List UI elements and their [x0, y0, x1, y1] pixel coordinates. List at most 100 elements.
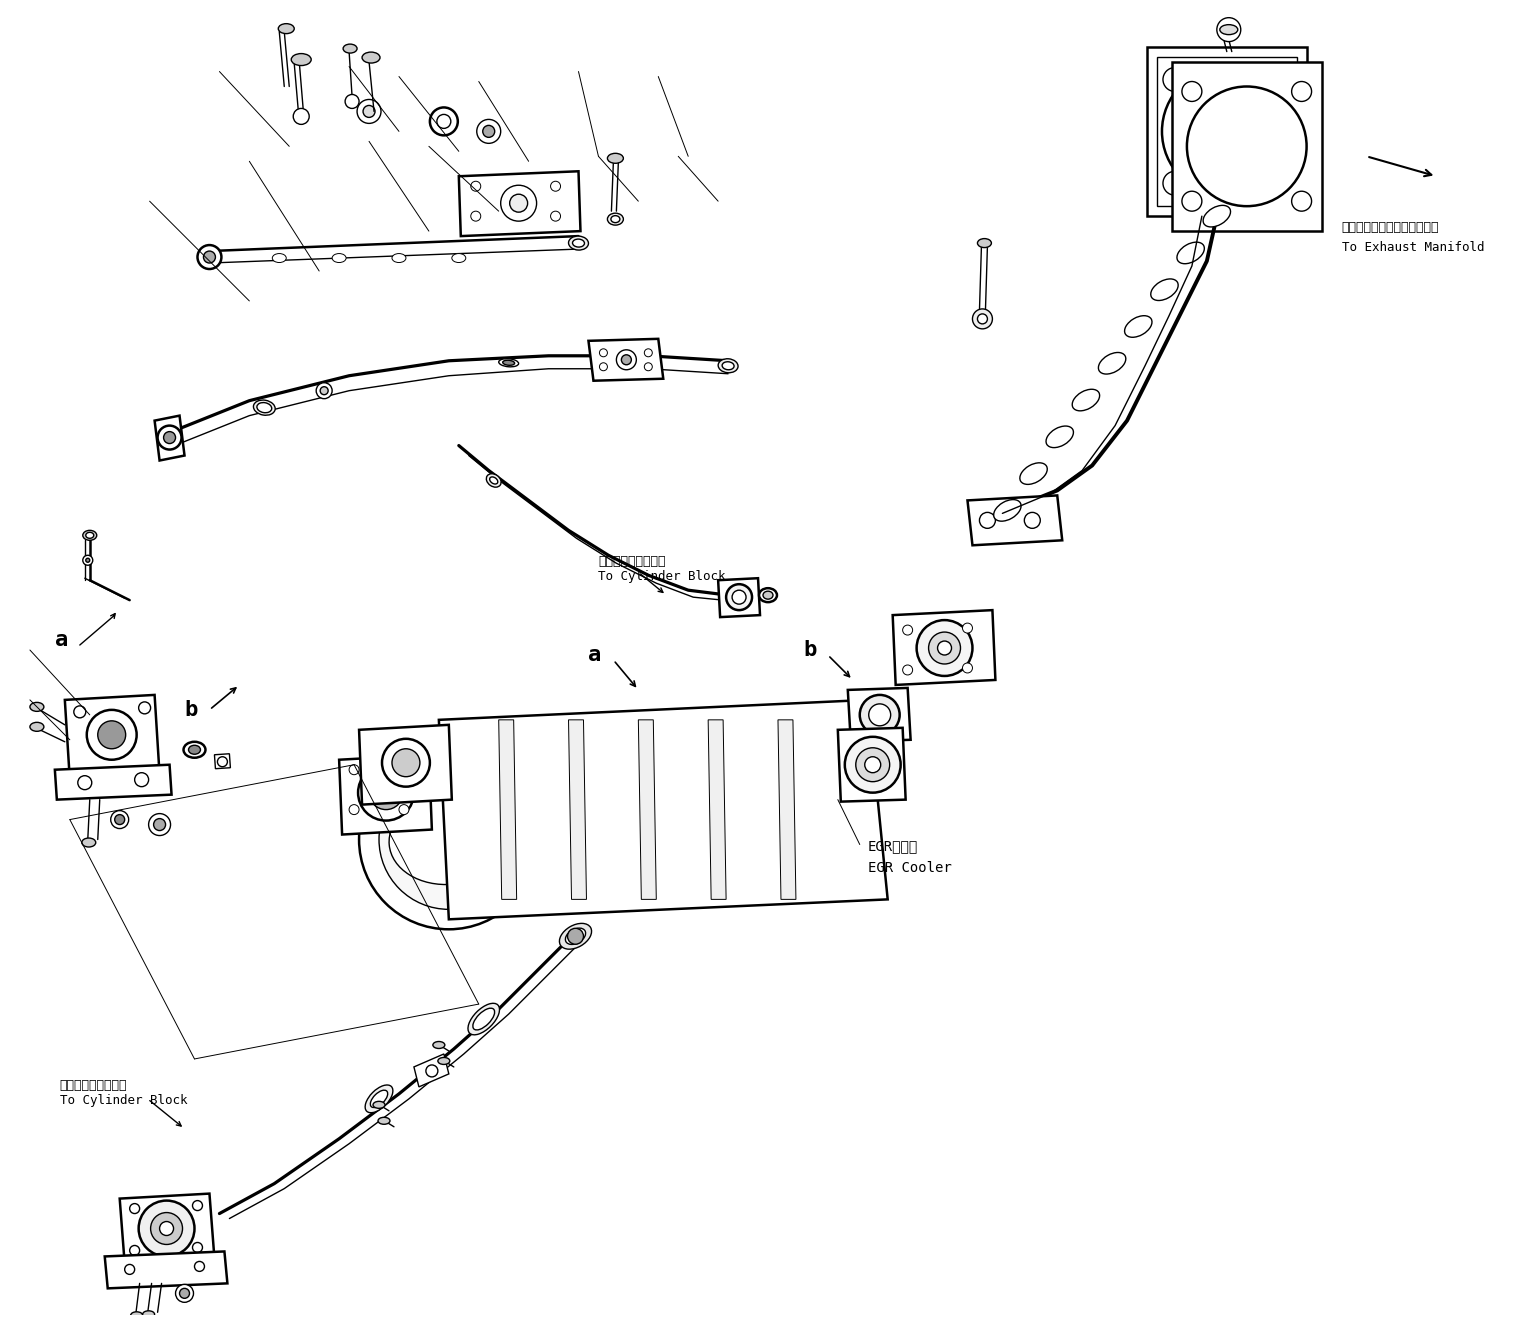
- Circle shape: [149, 814, 170, 835]
- Circle shape: [398, 765, 409, 774]
- Circle shape: [860, 695, 900, 735]
- Circle shape: [938, 641, 952, 655]
- Ellipse shape: [451, 254, 465, 262]
- Circle shape: [193, 1242, 202, 1252]
- Circle shape: [85, 558, 90, 562]
- Circle shape: [471, 182, 480, 191]
- Circle shape: [138, 702, 150, 714]
- Ellipse shape: [763, 591, 774, 599]
- Circle shape: [369, 776, 403, 810]
- Circle shape: [869, 703, 891, 726]
- Ellipse shape: [333, 254, 347, 262]
- Ellipse shape: [82, 838, 96, 847]
- Circle shape: [1163, 171, 1187, 195]
- Ellipse shape: [188, 745, 201, 755]
- Polygon shape: [1157, 57, 1297, 207]
- Circle shape: [865, 757, 880, 773]
- Circle shape: [599, 362, 608, 371]
- Polygon shape: [55, 765, 172, 799]
- Circle shape: [158, 425, 181, 449]
- Circle shape: [382, 739, 430, 786]
- Circle shape: [599, 349, 608, 357]
- Circle shape: [204, 252, 216, 263]
- Circle shape: [359, 749, 538, 930]
- Ellipse shape: [722, 362, 734, 370]
- Ellipse shape: [254, 400, 275, 415]
- Ellipse shape: [573, 240, 585, 248]
- Ellipse shape: [362, 53, 380, 63]
- Polygon shape: [120, 1193, 214, 1263]
- Polygon shape: [638, 720, 657, 900]
- Circle shape: [175, 1284, 193, 1303]
- Polygon shape: [568, 720, 587, 900]
- Circle shape: [378, 785, 394, 801]
- Circle shape: [1218, 17, 1240, 42]
- Text: シリンダブロックへ
To Cylinder Block: シリンダブロックへ To Cylinder Block: [59, 1079, 187, 1106]
- Polygon shape: [892, 610, 996, 685]
- Ellipse shape: [1072, 390, 1099, 411]
- Circle shape: [929, 632, 961, 664]
- Ellipse shape: [378, 1117, 391, 1125]
- Ellipse shape: [503, 361, 515, 365]
- Circle shape: [357, 100, 382, 124]
- Circle shape: [217, 757, 228, 766]
- Circle shape: [198, 245, 222, 269]
- Circle shape: [567, 928, 584, 944]
- Ellipse shape: [292, 54, 312, 66]
- Ellipse shape: [278, 24, 295, 34]
- Text: a: a: [588, 645, 602, 665]
- Ellipse shape: [372, 1101, 385, 1109]
- Circle shape: [154, 819, 166, 831]
- Circle shape: [1266, 67, 1290, 91]
- Ellipse shape: [717, 358, 739, 373]
- Ellipse shape: [143, 1310, 155, 1317]
- Circle shape: [436, 115, 451, 128]
- Polygon shape: [413, 1054, 448, 1087]
- Circle shape: [398, 805, 409, 815]
- Circle shape: [430, 108, 458, 136]
- Polygon shape: [65, 695, 160, 780]
- Circle shape: [977, 313, 988, 324]
- Ellipse shape: [1020, 462, 1047, 485]
- Polygon shape: [499, 720, 517, 900]
- Circle shape: [129, 1204, 140, 1213]
- Circle shape: [1163, 67, 1187, 91]
- Circle shape: [733, 590, 746, 605]
- Circle shape: [550, 182, 561, 191]
- Circle shape: [135, 773, 149, 786]
- Polygon shape: [214, 753, 231, 769]
- Ellipse shape: [468, 1004, 500, 1035]
- Circle shape: [962, 623, 973, 633]
- Ellipse shape: [1204, 205, 1231, 227]
- Ellipse shape: [344, 43, 357, 53]
- Text: b: b: [803, 640, 816, 660]
- Circle shape: [1183, 82, 1202, 101]
- Ellipse shape: [272, 254, 286, 262]
- Polygon shape: [1172, 62, 1321, 230]
- Circle shape: [644, 362, 652, 371]
- Circle shape: [195, 1262, 205, 1271]
- Circle shape: [350, 805, 359, 815]
- Circle shape: [392, 749, 420, 777]
- Circle shape: [962, 662, 973, 673]
- Circle shape: [293, 108, 309, 124]
- Text: EGRクーラ: EGRクーラ: [868, 839, 918, 853]
- Circle shape: [129, 1246, 140, 1255]
- Polygon shape: [708, 720, 727, 900]
- Circle shape: [150, 1213, 182, 1245]
- Ellipse shape: [392, 254, 406, 262]
- Circle shape: [179, 1288, 190, 1299]
- Ellipse shape: [1176, 242, 1204, 263]
- Text: シリンダブロックへ
To Cylinder Block: シリンダブロックへ To Cylinder Block: [599, 556, 727, 583]
- Text: To Exhaust Manifold: To Exhaust Manifold: [1342, 241, 1484, 254]
- Circle shape: [160, 1222, 173, 1235]
- Circle shape: [917, 620, 973, 676]
- Ellipse shape: [559, 923, 591, 950]
- Polygon shape: [105, 1251, 228, 1288]
- Polygon shape: [778, 720, 796, 900]
- Circle shape: [1266, 171, 1290, 195]
- Circle shape: [359, 765, 413, 820]
- Circle shape: [78, 776, 91, 790]
- Text: EGR Cooler: EGR Cooler: [868, 861, 952, 876]
- Circle shape: [845, 736, 901, 793]
